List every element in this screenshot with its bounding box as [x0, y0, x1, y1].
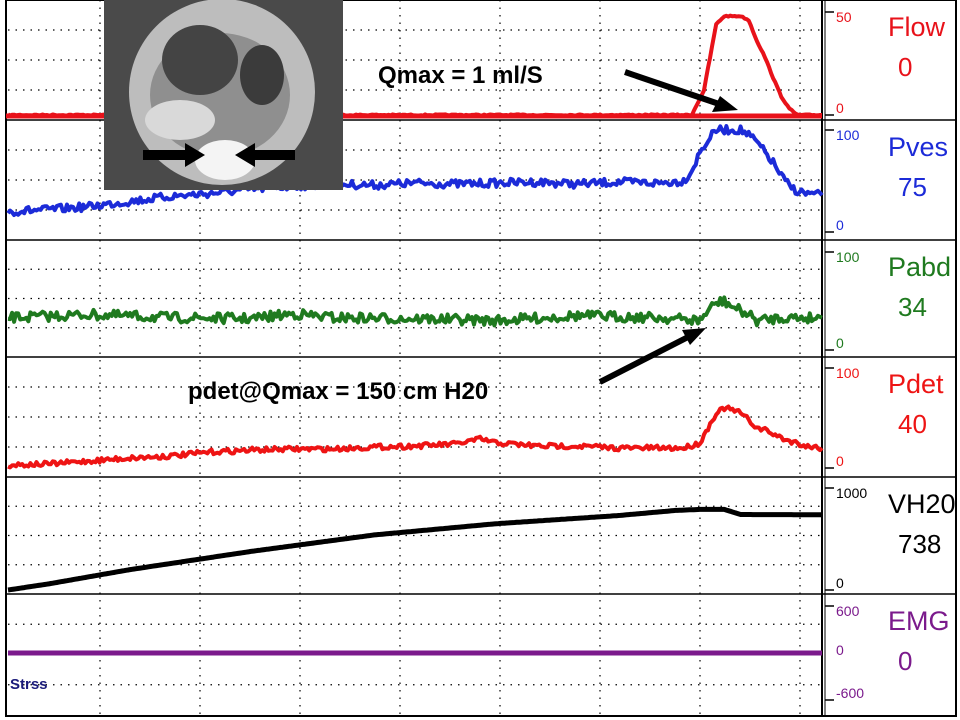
channel-name-pves: Pves: [888, 132, 948, 162]
channel-name-vh20: VH20: [888, 489, 956, 519]
channel-value-pves: 75: [898, 172, 927, 202]
chart-frame: [5, 0, 957, 717]
scale-max-label: 1000: [836, 485, 867, 501]
annotations: Qmax = 1 ml/S pdet@Qmax = 150 cm H20: [188, 62, 738, 405]
qmax-annotation: Qmax = 1 ml/S: [378, 62, 543, 89]
fluoroscopy-inset: [104, 0, 343, 190]
scale-max-label: 50: [836, 9, 852, 25]
qmax-arrow-head: [712, 96, 738, 112]
trace-pdet: [7, 404, 824, 470]
channel-value-vh20: 738: [898, 529, 941, 559]
scale-min-label: 0: [836, 453, 844, 469]
scale-max-label: 100: [836, 365, 860, 381]
scale-mid-label: 0: [836, 642, 844, 658]
channel-value-emg: 0: [898, 646, 912, 676]
channel-name-flow: Flow: [888, 12, 946, 42]
scale-max-label: 100: [836, 249, 860, 265]
channel-value-pdet: 40: [898, 409, 927, 439]
channel-value-flow: 0: [898, 52, 912, 82]
pdet-arrow-head: [682, 328, 706, 345]
channel-name-emg: EMG: [888, 606, 950, 636]
scale-min-label: 0: [836, 575, 844, 591]
trace-pves: [6, 124, 824, 217]
scale-min-label: 0: [836, 100, 844, 116]
trace-pabd: [7, 295, 823, 328]
channel-labels: 500Flow01000Pves751000Pabd341000Pdet4010…: [836, 9, 956, 701]
channel-name-pabd: Pabd: [888, 252, 951, 282]
channel-name-pdet: Pdet: [888, 369, 944, 399]
pdet-qmax-annotation: pdet@Qmax = 150 cm H20: [188, 378, 488, 405]
scale-min-label: 0: [836, 335, 844, 351]
scale-min-label: -600: [836, 685, 864, 701]
scale-max-label: 600: [836, 603, 860, 619]
scale-min-label: 0: [836, 217, 844, 233]
pdet-arrow-shaft: [598, 332, 694, 385]
scale-max-label: 100: [836, 127, 860, 143]
qmax-arrow-shaft: [624, 69, 726, 109]
footer-label: Strss: [10, 676, 48, 693]
trace-vh20: [7, 506, 823, 593]
channel-value-pabd: 34: [898, 292, 927, 322]
